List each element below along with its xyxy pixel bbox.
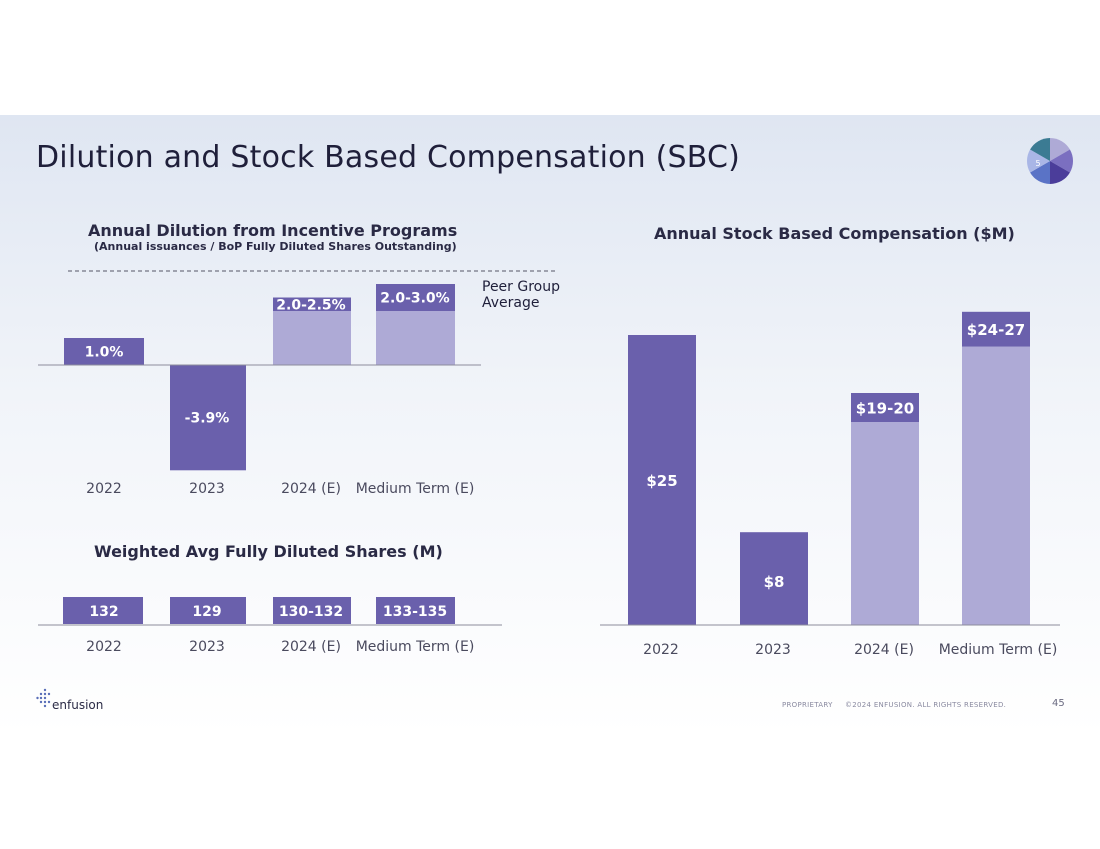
- dilution-data-label: 2.0-2.5%: [276, 297, 345, 313]
- footer-proprietary: PROPRIETARY: [782, 701, 833, 709]
- page-number: 45: [1052, 698, 1065, 709]
- sbc-chart-title: Annual Stock Based Compensation ($M): [654, 224, 1015, 243]
- sbc-bar: [740, 532, 808, 625]
- shares-value-box: [273, 597, 351, 624]
- dilution-data-label: 2.0-3.0%: [380, 291, 449, 307]
- badge-segment: [1030, 138, 1050, 161]
- peer-group-label-line-1: Peer Group: [482, 279, 560, 295]
- sbc-bar: [628, 335, 696, 625]
- sbc-x-tick-label: 2024 (E): [854, 642, 914, 658]
- dilution-x-tick-label: 2024 (E): [281, 481, 341, 497]
- shares-x-tick-label: Medium Term (E): [356, 639, 475, 655]
- dilution-chart-subtitle: (Annual issuances / BoP Fully Diluted Sh…: [94, 240, 457, 253]
- shares-x-tick-label: 2023: [189, 639, 225, 655]
- badge-segment: [1030, 161, 1050, 184]
- badge-segment: [1050, 149, 1074, 173]
- dilution-range-label-box: [376, 284, 455, 311]
- shares-value-box: [170, 597, 246, 624]
- sbc-x-tick-label: Medium Term (E): [939, 642, 1058, 658]
- sbc-bar: [962, 346, 1030, 625]
- sbc-x-tick-label: 2022: [643, 642, 679, 658]
- dilution-bar: [376, 311, 455, 365]
- badge-segment: [1050, 138, 1070, 161]
- shares-chart: 132 129 130-132 133-135 2022 2023 2024 (E) Medi…: [38, 597, 502, 655]
- sbc-range-label-box: [962, 311, 1030, 347]
- shares-value-box: [376, 597, 455, 624]
- dilution-chart-title: Annual Dilution from Incentive Programs: [88, 221, 458, 240]
- sbc-x-tick-label: 2023: [755, 642, 791, 658]
- dilution-x-tick-label: Medium Term (E): [356, 481, 475, 497]
- sbc-data-label: $25: [646, 472, 677, 490]
- sbc-range-label-box: [851, 393, 919, 422]
- shares-value-label: 129: [192, 604, 221, 620]
- dilution-bar: [64, 338, 144, 365]
- page-title: Dilution and Stock Based Compensation (S…: [36, 140, 741, 175]
- dilution-bar: [170, 365, 246, 471]
- shares-value-label: 130-132: [279, 604, 343, 620]
- dilution-data-label: 1.0%: [85, 345, 124, 361]
- badge-segment: [1050, 161, 1070, 184]
- enfusion-logo: enfusion: [36, 688, 116, 714]
- enfusion-dots-icon: [36, 688, 51, 708]
- sbc-chart: $25 $8 $19-20 $24-27 2022 2023 2024 (E) Medium …: [600, 311, 1060, 658]
- peer-group-average-label: Peer Group Average: [482, 279, 560, 311]
- shares-value-label: 133-135: [383, 604, 447, 620]
- dilution-data-label: -3.9%: [185, 411, 230, 427]
- sbc-data-label: $24-27: [967, 321, 1025, 339]
- sbc-data-label: $19-20: [856, 400, 914, 418]
- dilution-bar: [273, 311, 351, 365]
- badge-segment: [1026, 149, 1050, 173]
- footer-copyright: ©2024 ENFUSION. ALL RIGHTS RESERVED.: [845, 701, 1007, 709]
- shares-x-tick-label: 2024 (E): [281, 639, 341, 655]
- peer-group-label-line-2: Average: [482, 295, 540, 311]
- shares-value-box: [63, 597, 143, 624]
- shares-chart-title: Weighted Avg Fully Diluted Shares (M): [94, 542, 443, 561]
- shares-x-tick-label: 2022: [86, 639, 122, 655]
- dilution-chart: 1.0% -3.9% 2.0-2.5% 2.0-3.0% 2022 2023 2024 (E…: [38, 270, 556, 497]
- section-badge-number: 5: [1035, 159, 1040, 168]
- dilution-range-label-box: [273, 297, 351, 311]
- enfusion-logo-text: enfusion: [52, 698, 104, 712]
- sbc-data-label: $8: [764, 573, 785, 591]
- dilution-x-tick-label: 2023: [189, 481, 225, 497]
- shares-value-label: 132: [89, 604, 118, 620]
- dilution-x-tick-label: 2022: [86, 481, 122, 497]
- sbc-bar: [851, 422, 919, 625]
- section-badge-icon: 5: [1026, 138, 1074, 184]
